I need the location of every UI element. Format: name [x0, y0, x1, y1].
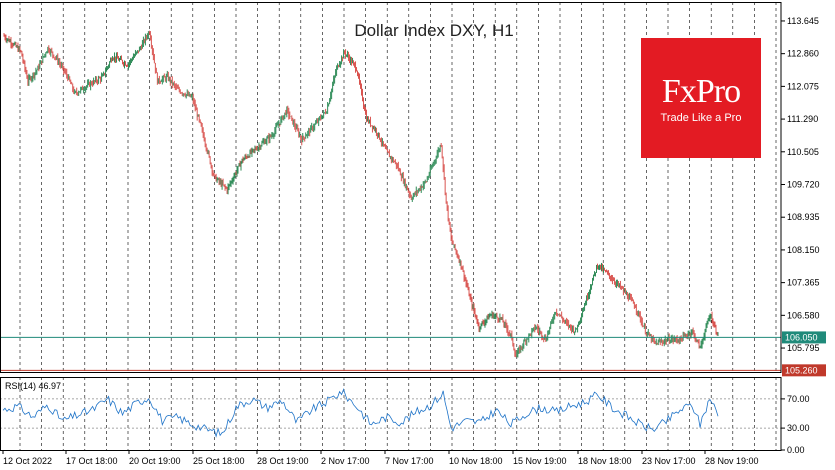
y-tick-label: 108.935	[787, 212, 820, 222]
x-tick-label: 28 Nov 19:00	[705, 456, 759, 466]
logo-brand: FxPro	[661, 73, 741, 110]
x-tick-label: 7 Nov 17:00	[385, 456, 434, 466]
y-tick-label: 112.075	[787, 81, 819, 91]
x-tick-label: 15 Nov 19:00	[513, 456, 567, 466]
rsi-label: RSI(14) 46.97	[5, 381, 61, 391]
rsi-line	[2, 388, 719, 438]
price-axis: 113.645 112.860 112.075 111.290 110.505 109.7…	[781, 16, 820, 353]
y-tick-label: 110.505	[787, 147, 819, 157]
level-badge-label: 105.260	[785, 365, 818, 375]
x-tick-label: 12 Oct 2022	[3, 456, 52, 466]
x-tick-label: 23 Nov 17:00	[642, 456, 696, 466]
price-level-lines: 106.050 105.260	[0, 331, 826, 377]
x-tick-label: 20 Oct 19:00	[129, 456, 181, 466]
x-tick-label: 10 Nov 18:00	[449, 456, 503, 466]
y-tick-label: 107.365	[787, 278, 820, 288]
x-tick-label: 17 Oct 18:00	[66, 456, 118, 466]
logo-slogan: Trade Like a Pro	[660, 112, 742, 124]
y-tick-label: 105.795	[787, 343, 820, 353]
chart-title: Dollar Index DXY, H1	[354, 21, 513, 40]
x-tick-label: 18 Nov 18:00	[578, 456, 632, 466]
x-tick-label: 2 Nov 17:00	[321, 456, 370, 466]
y-tick-label: 108.150	[787, 245, 820, 255]
time-axis: 12 Oct 2022 17 Oct 18:00 20 Oct 19:00 25 Oc…	[2, 450, 759, 466]
rsi-tick-label: 70.00	[787, 394, 810, 404]
level-badge	[782, 364, 826, 377]
rsi-tick-label: 30.00	[787, 423, 810, 433]
level-badge	[782, 331, 826, 344]
fxpro-logo: FxPro Trade Like a Pro	[641, 38, 761, 158]
y-tick-label: 112.860	[787, 49, 819, 59]
level-badge-label: 106.050	[785, 332, 818, 342]
vertical-gridlines	[19, 2, 777, 450]
rsi-tick-label: 0.00	[787, 445, 805, 455]
y-tick-label: 113.645	[787, 16, 819, 26]
y-tick-label: 106.580	[787, 310, 820, 320]
rsi-panel-frame	[0, 377, 782, 451]
y-tick-label: 109.720	[787, 180, 820, 190]
x-tick-label: 28 Oct 19:00	[257, 456, 309, 466]
rsi-panel: 70.00 30.00 0.00	[0, 388, 810, 455]
y-tick-label: 111.290	[787, 114, 818, 124]
price-candles	[3, 30, 719, 358]
x-tick-label: 25 Oct 18:00	[193, 456, 245, 466]
price-panel-frame	[0, 2, 782, 373]
